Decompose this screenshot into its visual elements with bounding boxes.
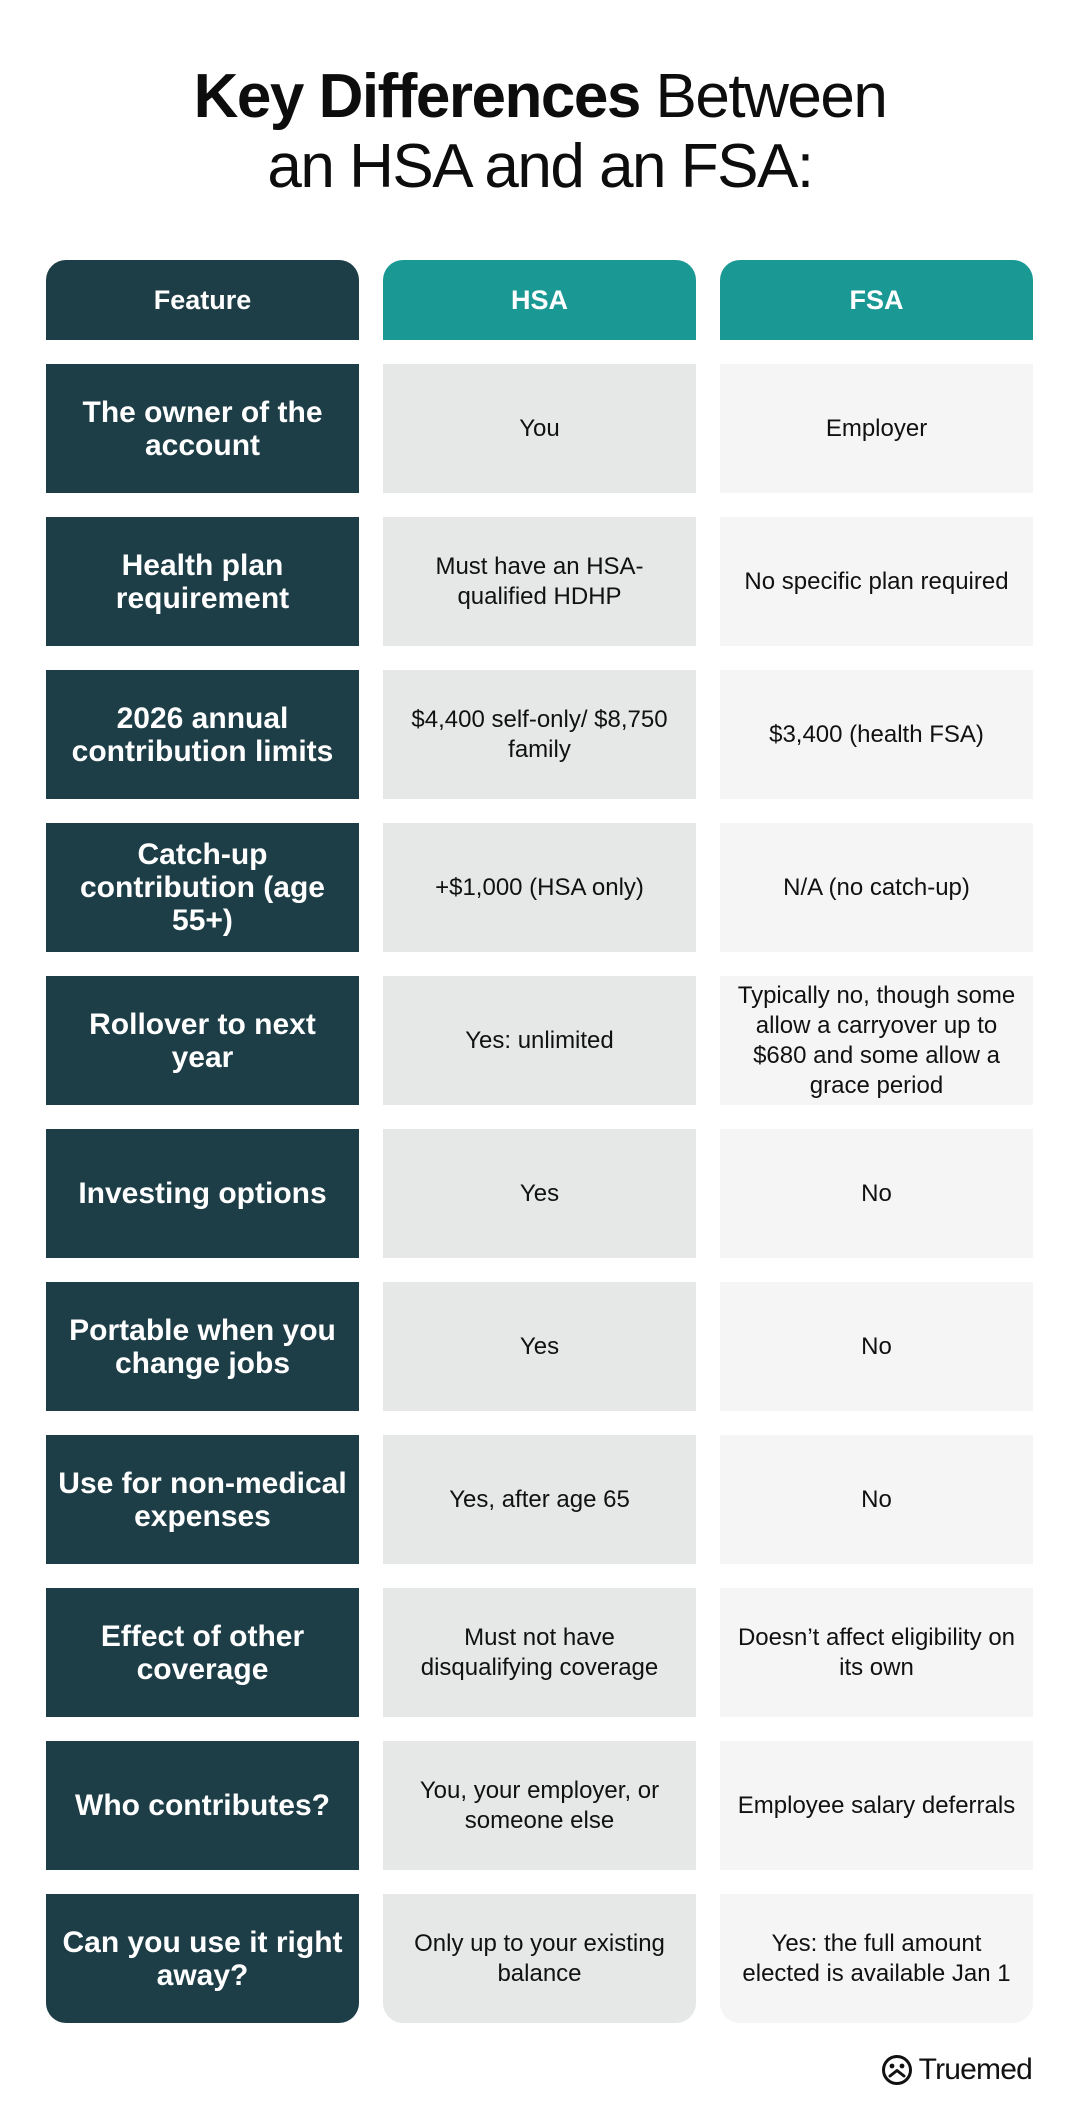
header-hsa: HSA bbox=[383, 260, 696, 340]
table-row: Rollover to next year Yes: unlimited Typic… bbox=[46, 976, 1034, 1105]
feature-cell: Investing options bbox=[46, 1129, 359, 1258]
table-row: The owner of the account You Employer bbox=[46, 364, 1034, 493]
fsa-cell: Typically no, though some allow a carryo… bbox=[720, 976, 1033, 1105]
fsa-cell: Employee salary deferrals bbox=[720, 1741, 1033, 1870]
fsa-cell: Doesn’t affect eligibility on its own bbox=[720, 1588, 1033, 1717]
table-row: 2026 annual contribution limits $4,400 se… bbox=[46, 670, 1034, 799]
hsa-cell: $4,400 self-only/ $8,750 family bbox=[383, 670, 696, 799]
feature-cell: Portable when you change jobs bbox=[46, 1282, 359, 1411]
feature-cell: The owner of the account bbox=[46, 364, 359, 493]
table-row: Effect of other coverage Must not have di… bbox=[46, 1588, 1034, 1717]
title-line-2: an HSA and an FSA: bbox=[267, 132, 814, 201]
fsa-cell: No bbox=[720, 1435, 1033, 1564]
table-header-row: Feature HSA FSA bbox=[46, 260, 1034, 340]
hsa-cell: You, your employer, or someone else bbox=[383, 1741, 696, 1870]
truemed-logo-icon bbox=[881, 2055, 912, 2085]
feature-cell: Health plan requirement bbox=[46, 517, 359, 646]
feature-cell: Who contributes? bbox=[46, 1741, 359, 1870]
fsa-cell: $3,400 (health FSA) bbox=[720, 670, 1033, 799]
page-title: Key Differences Between an HSA and an FS… bbox=[0, 62, 1080, 202]
hsa-cell: Yes: unlimited bbox=[383, 976, 696, 1105]
hsa-cell: Yes bbox=[383, 1129, 696, 1258]
title-bold-part: Key Differences bbox=[193, 62, 642, 131]
title-regular-part: Between bbox=[639, 62, 888, 131]
fsa-cell: Yes: the full amount elected is availabl… bbox=[720, 1894, 1033, 2023]
table-row: Can you use it right away? Only up to you… bbox=[46, 1894, 1034, 2023]
table-row: Investing options Yes No bbox=[46, 1129, 1034, 1258]
header-fsa: FSA bbox=[720, 260, 1033, 340]
table-row: Portable when you change jobs Yes No bbox=[46, 1282, 1034, 1411]
feature-cell: 2026 annual contribution limits bbox=[46, 670, 359, 799]
fsa-cell: No specific plan required bbox=[720, 517, 1033, 646]
comparison-table: Feature HSA FSA The owner of the account… bbox=[46, 260, 1034, 2023]
fsa-cell: N/A (no catch-up) bbox=[720, 823, 1033, 952]
feature-cell: Effect of other coverage bbox=[46, 1588, 359, 1717]
hsa-cell: +$1,000 (HSA only) bbox=[383, 823, 696, 952]
feature-cell: Catch-up contribution (age 55+) bbox=[46, 823, 359, 952]
hsa-cell: Must not have disqualifying coverage bbox=[383, 1588, 696, 1717]
hsa-cell: Yes, after age 65 bbox=[383, 1435, 696, 1564]
table-row: Who contributes? You, your employer, or s… bbox=[46, 1741, 1034, 1870]
hsa-cell: You bbox=[383, 364, 696, 493]
table-body: The owner of the account You Employer Healt… bbox=[46, 364, 1034, 2023]
hsa-cell: Only up to your existing balance bbox=[383, 1894, 696, 2023]
fsa-cell: No bbox=[720, 1282, 1033, 1411]
hsa-cell: Yes bbox=[383, 1282, 696, 1411]
truemed-logo: Truemed bbox=[881, 2052, 1033, 2088]
brand-name: Truemed bbox=[918, 2053, 1033, 2086]
table-row: Use for non-medical expenses Yes, after a… bbox=[46, 1435, 1034, 1564]
header-feature: Feature bbox=[46, 260, 359, 340]
fsa-cell: Employer bbox=[720, 364, 1033, 493]
hsa-cell: Must have an HSA-qualified HDHP bbox=[383, 517, 696, 646]
fsa-cell: No bbox=[720, 1129, 1033, 1258]
table-row: Health plan requirement Must have an HSA-… bbox=[46, 517, 1034, 646]
feature-cell: Rollover to next year bbox=[46, 976, 359, 1105]
title-line-1: Key Differences Between bbox=[0, 62, 1080, 132]
table-row: Catch-up contribution (age 55+) +$1,000 (… bbox=[46, 823, 1034, 952]
feature-cell: Can you use it right away? bbox=[46, 1894, 359, 2023]
feature-cell: Use for non-medical expenses bbox=[46, 1435, 359, 1564]
